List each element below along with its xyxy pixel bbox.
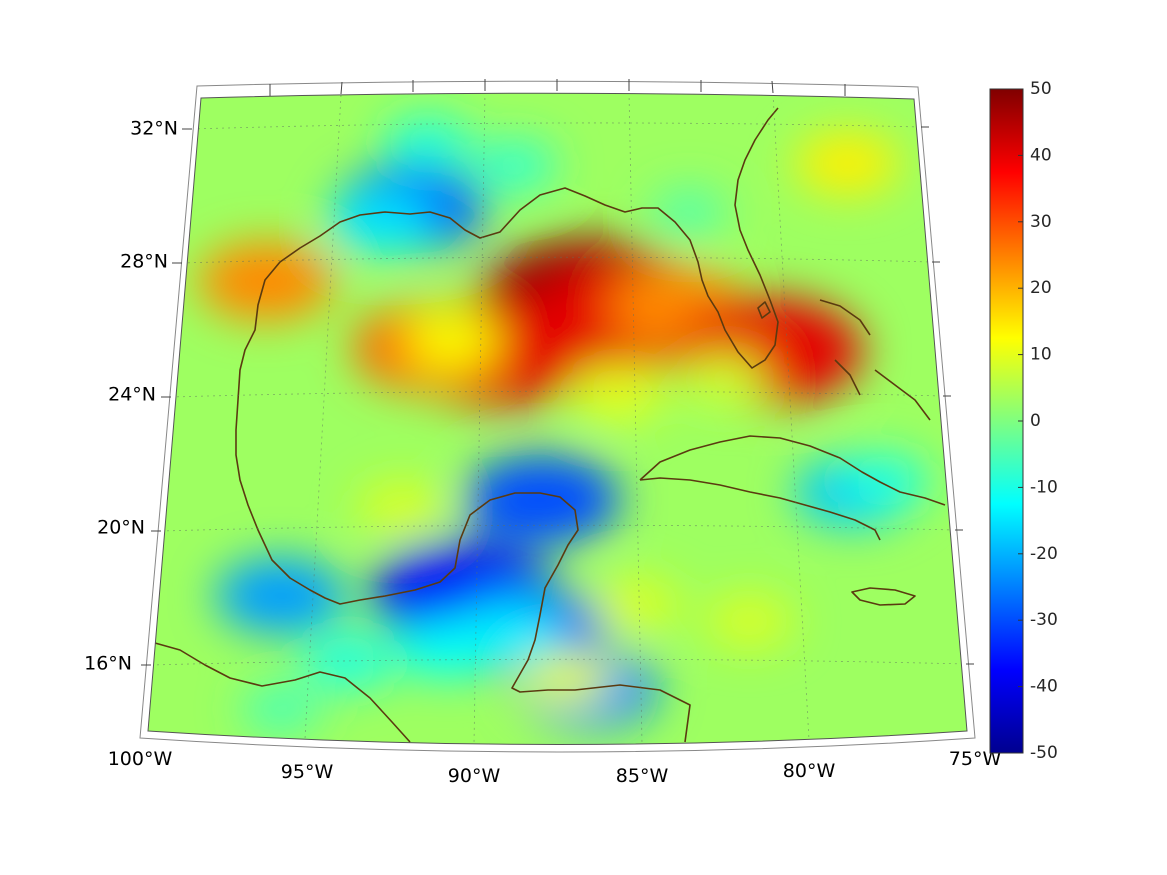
parallel-20 <box>160 524 956 532</box>
lon-label-95: 95°W <box>281 761 334 783</box>
graticule <box>150 93 967 745</box>
heat-cell <box>327 191 436 255</box>
lake-okeechobee <box>757 301 771 319</box>
colorbar-tick-label: 10 <box>1030 345 1052 365</box>
frame-ticks <box>141 79 974 666</box>
lon-label-85: 85°W <box>616 765 669 787</box>
heat-cell <box>572 367 665 421</box>
parallel-32 <box>191 122 922 130</box>
lat-labels: 32°N 28°N 24°N 20°N 16°N <box>84 118 178 675</box>
frame-outer <box>139 80 976 753</box>
parallel-16 <box>150 658 967 666</box>
heat-cell <box>241 685 321 733</box>
heat-cell <box>704 595 794 648</box>
heat-cell <box>521 651 614 706</box>
colorbar-tick-label: -40 <box>1030 677 1058 697</box>
lat-label-24: 24°N <box>108 384 156 406</box>
colorbar-tick-label: -50 <box>1030 743 1058 763</box>
lon-labels: 100°W 95°W 90°W 85°W 80°W 75°W <box>108 748 1002 787</box>
heat-cell <box>302 634 395 689</box>
cuba-coastline <box>639 435 946 541</box>
lat-label-28: 28°N <box>120 251 168 273</box>
bahamas-coastline <box>819 299 931 421</box>
meridian-85 <box>628 93 643 745</box>
colorbar-tick-label: 20 <box>1030 278 1052 298</box>
heat-cell <box>215 557 346 634</box>
lat-label-16: 16°N <box>84 653 132 675</box>
heat-cell <box>794 132 900 195</box>
heat-cell <box>837 453 930 508</box>
frame-inner <box>147 92 968 745</box>
heat-cell <box>463 454 620 545</box>
heat-cell <box>651 189 728 235</box>
heatmap-field <box>148 93 967 745</box>
lon-label-75: 75°W <box>949 748 1002 770</box>
colorbar: 50 40 30 20 10 0 -10 -20 -30 -40 -50 <box>989 79 1058 763</box>
colorbar-tick-label: -10 <box>1030 477 1058 497</box>
pacific-coastline <box>154 642 411 743</box>
heat-cell <box>681 353 768 405</box>
lon-label-80: 80°W <box>783 760 836 782</box>
heat-cell <box>592 578 682 631</box>
gulf-coastline <box>235 107 779 743</box>
heat-cell <box>396 619 495 678</box>
map-frame <box>139 79 976 753</box>
colorbar-tick-label: -30 <box>1030 610 1058 630</box>
parallel-28 <box>181 256 933 264</box>
colorbar-tick-label: -20 <box>1030 544 1058 564</box>
colorbar-tick-label: 30 <box>1030 212 1052 232</box>
jamaica-coastline <box>851 587 916 606</box>
lon-label-100: 100°W <box>108 748 173 770</box>
lat-label-20: 20°N <box>97 517 145 539</box>
colorbar-tick-label: 40 <box>1030 145 1052 165</box>
heat-cell <box>402 312 502 370</box>
colorbar-ticks: 50 40 30 20 10 0 -10 -20 -30 -40 -50 <box>1018 79 1058 763</box>
heat-cell <box>357 481 446 534</box>
colorbar-tick-label: 50 <box>1030 79 1052 99</box>
coastlines <box>154 107 946 743</box>
heat-cell <box>471 140 557 191</box>
meridian-90 <box>473 93 486 745</box>
lon-label-90: 90°W <box>448 765 501 787</box>
heat-cell <box>197 241 335 321</box>
colorbar-tick-label: 0 <box>1030 411 1041 431</box>
heat-cell <box>383 116 473 169</box>
lat-label-32: 32°N <box>130 118 178 140</box>
